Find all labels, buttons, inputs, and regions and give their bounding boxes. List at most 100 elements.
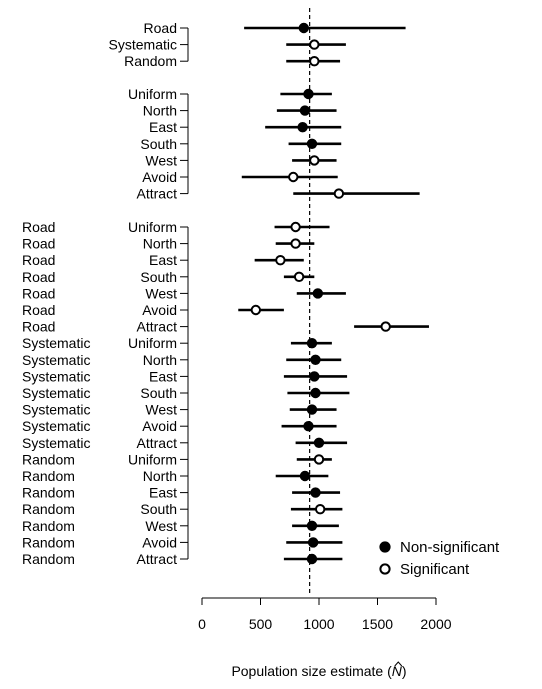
row-label-distribution: Uniform: [128, 219, 177, 235]
row-label-design: Road: [22, 219, 55, 235]
row-label: West: [145, 152, 177, 168]
row-label-design: Road: [22, 236, 55, 252]
row-label-distribution: East: [149, 485, 177, 501]
point-non-significant: [306, 404, 318, 415]
legend-marker: [379, 541, 391, 553]
row-label-distribution: West: [145, 285, 177, 301]
row-label-distribution: Uniform: [128, 451, 177, 467]
point-non-significant: [306, 338, 318, 349]
hat-accent: [394, 661, 403, 667]
row-label-distribution: Avoid: [142, 418, 177, 434]
row-label-distribution: Uniform: [128, 335, 177, 351]
row-label-distribution: North: [143, 352, 177, 368]
point-non-significant: [307, 537, 319, 548]
row-label-distribution: North: [143, 236, 177, 252]
point-non-significant: [299, 105, 311, 116]
rows-layer: RoadSystematicRandomUniformNorthEastSout…: [22, 20, 189, 567]
row-label-distribution: West: [145, 518, 177, 534]
point-non-significant: [297, 122, 308, 133]
row-label-design: Random: [22, 551, 75, 567]
point-significant: [250, 304, 262, 316]
point-significant: [380, 321, 391, 332]
row-label-distribution: East: [149, 368, 177, 384]
row-label: Random: [124, 53, 177, 69]
x-tick-label: 1000: [303, 616, 334, 632]
x-tick-label: 500: [249, 616, 273, 632]
row-label: Systematic: [109, 37, 177, 53]
point-non-significant: [299, 470, 311, 482]
row-label-distribution: Attract: [137, 319, 178, 335]
row-label-design: Systematic: [22, 435, 90, 451]
row-label: Avoid: [142, 169, 177, 185]
x-tick-label: 0: [198, 616, 206, 632]
row-label-design: Random: [22, 534, 75, 550]
row-label: South: [140, 136, 177, 152]
row-label-design: Road: [22, 252, 55, 268]
row-label-distribution: East: [149, 252, 177, 268]
point-non-significant: [310, 387, 321, 399]
row-label-design: Systematic: [22, 335, 90, 351]
row-label-design: Systematic: [22, 418, 90, 434]
point-significant: [290, 221, 301, 233]
point-significant: [309, 155, 320, 166]
point-significant: [309, 39, 320, 50]
point-non-significant: [310, 487, 321, 498]
row-label-distribution: North: [143, 468, 177, 484]
point-non-significant: [310, 354, 321, 365]
point-significant: [333, 188, 345, 199]
x-tick-label: 1500: [362, 616, 393, 632]
row-label-distribution: Avoid: [142, 302, 177, 318]
row-label-distribution: Avoid: [142, 534, 177, 550]
row-label-design: Systematic: [22, 402, 90, 418]
row-label-design: Road: [22, 302, 55, 318]
row-label-design: Random: [22, 501, 75, 517]
row-label-design: Systematic: [22, 385, 90, 401]
marks-layer: [238, 22, 429, 565]
point-significant: [290, 238, 301, 249]
point-non-significant: [312, 288, 324, 299]
legend-label: Non-significant: [400, 539, 500, 556]
point-non-significant: [298, 22, 309, 34]
row-label-distribution: South: [140, 269, 177, 285]
row-label-distribution: South: [140, 501, 177, 517]
row-label-design: Systematic: [22, 352, 90, 368]
point-significant: [309, 56, 320, 67]
row-label-design: Road: [22, 269, 55, 285]
row-label: North: [143, 103, 177, 119]
row-label-distribution: Attract: [137, 551, 178, 567]
point-significant: [314, 504, 326, 515]
row-label-distribution: South: [140, 385, 177, 401]
point-non-significant: [306, 553, 318, 565]
x-axis: 0 500 1000 1500 2000: [198, 597, 452, 632]
point-non-significant: [313, 437, 325, 448]
row-label-design: Road: [22, 319, 55, 335]
point-non-significant: [306, 520, 318, 531]
x-tick-label: 2000: [420, 616, 451, 632]
point-significant: [275, 255, 286, 266]
point-non-significant: [303, 88, 314, 100]
x-axis-title: Population size estimate (N): [231, 663, 406, 679]
point-significant: [293, 271, 305, 282]
legend-label: Significant: [400, 561, 470, 578]
point-non-significant: [309, 371, 320, 382]
row-label: Road: [144, 20, 177, 36]
point-significant: [313, 454, 325, 465]
row-label: Attract: [137, 186, 178, 202]
row-label-distribution: West: [145, 402, 177, 418]
row-label: East: [149, 119, 177, 135]
row-label-design: Road: [22, 285, 55, 301]
point-non-significant: [306, 138, 318, 150]
row-label-design: Systematic: [22, 368, 90, 384]
n-hat-symbol: N: [392, 663, 403, 679]
row-label-design: Random: [22, 468, 75, 484]
legend-marker: [379, 563, 391, 575]
point-non-significant: [303, 421, 314, 432]
point-significant: [288, 171, 299, 183]
row-label-design: Random: [22, 485, 75, 501]
row-label-design: Random: [22, 518, 75, 534]
legend: Non-significant Significant: [379, 539, 500, 578]
row-label: Uniform: [128, 86, 177, 102]
row-label-design: Random: [22, 451, 75, 467]
row-label-distribution: Attract: [137, 435, 178, 451]
